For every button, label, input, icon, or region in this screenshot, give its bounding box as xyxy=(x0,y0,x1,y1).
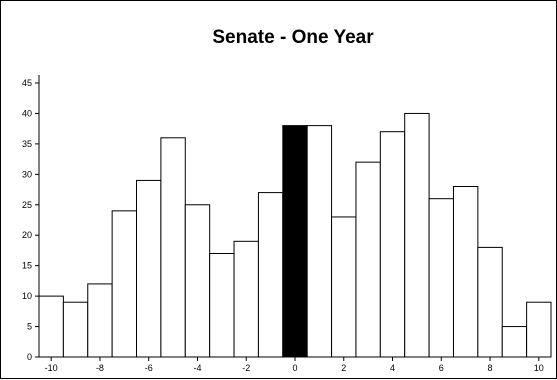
bar-7 xyxy=(452,186,479,358)
bar--4 xyxy=(184,204,211,358)
bar-8 xyxy=(477,246,503,358)
y-tick-label: 0 xyxy=(27,352,32,362)
x-tick-label: 8 xyxy=(488,363,493,373)
bar--6 xyxy=(136,179,162,358)
bar-4 xyxy=(379,131,406,358)
y-tick-label: 10 xyxy=(22,291,32,301)
y-axis-ticks: 0 5 10 15 20 25 30 35 40 45 xyxy=(22,78,39,362)
y-tick-label: 5 xyxy=(27,322,32,332)
bar--8 xyxy=(87,283,113,358)
bar-9 xyxy=(501,326,528,358)
y-tick-label: 15 xyxy=(22,261,32,271)
x-tick-label: -4 xyxy=(193,363,201,373)
x-tick-label: -10 xyxy=(45,363,58,373)
x-tick-label: -6 xyxy=(145,363,153,373)
bar--10 xyxy=(38,295,64,358)
x-tick-label: 10 xyxy=(534,363,544,373)
bar-2 xyxy=(331,216,357,358)
y-tick-label: 40 xyxy=(22,108,32,118)
y-tick-label: 20 xyxy=(22,230,32,240)
bar-1 xyxy=(306,125,333,358)
y-tick-label: 25 xyxy=(22,200,32,210)
bar--5 xyxy=(160,137,186,358)
chart-title: Senate - One Year xyxy=(212,27,374,48)
bar--9 xyxy=(62,301,89,358)
x-tick-label: -2 xyxy=(242,363,250,373)
x-tick-label: -8 xyxy=(96,363,104,373)
bar-5 xyxy=(404,112,430,358)
bar--1 xyxy=(257,192,284,358)
y-tick-label: 30 xyxy=(22,169,32,179)
x-tick-label: 6 xyxy=(439,363,444,373)
x-axis-ticks: -10 -8 -6 -4 -2 0 2 4 6 8 10 xyxy=(45,357,544,373)
x-tick-label: 2 xyxy=(341,363,346,373)
bar--3 xyxy=(209,252,235,358)
bars xyxy=(38,112,552,358)
y-tick-label: 35 xyxy=(22,139,32,149)
bar--2 xyxy=(233,240,259,358)
bar-10 xyxy=(526,301,552,358)
x-tick-label: 4 xyxy=(390,363,395,373)
bar-3 xyxy=(355,161,381,358)
bar-6 xyxy=(428,198,454,358)
bar--7 xyxy=(111,210,138,358)
x-tick-label: 0 xyxy=(292,363,297,373)
y-tick-label: 45 xyxy=(22,78,32,88)
bar-0 xyxy=(282,125,308,358)
